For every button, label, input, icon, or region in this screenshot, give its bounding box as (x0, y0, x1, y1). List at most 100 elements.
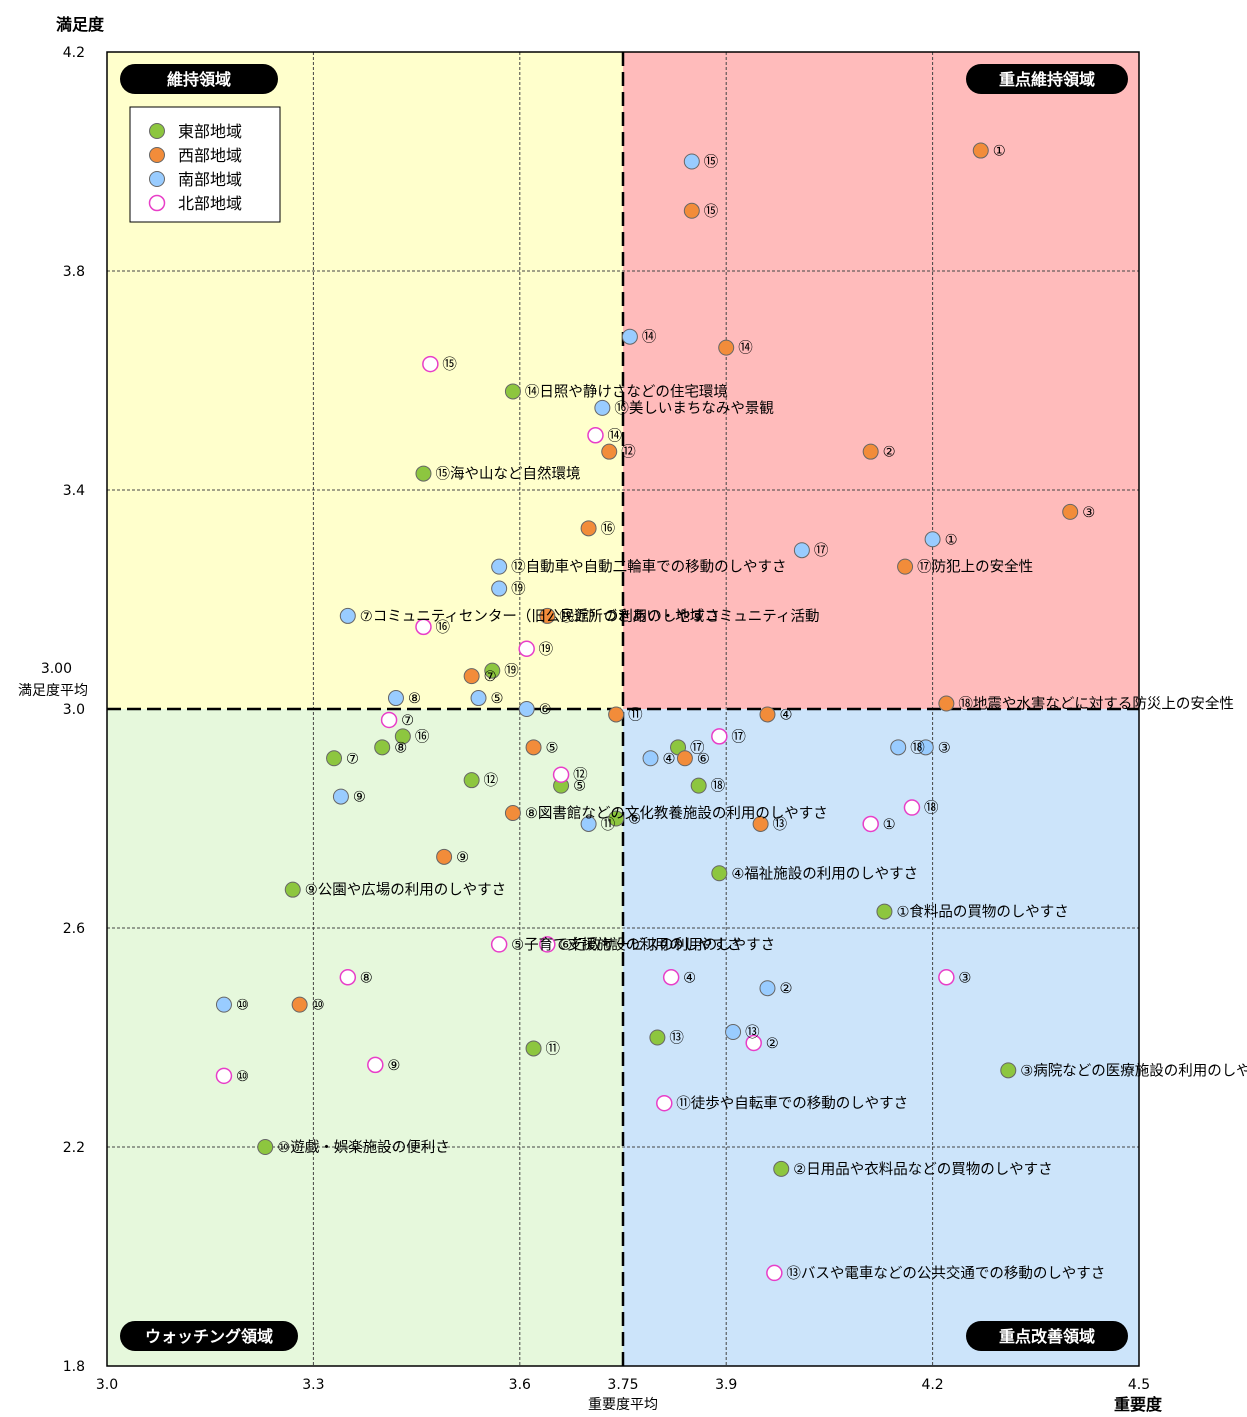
point-label-2-19: ⑲近所づきあい・地域コミュニティ活動 (559, 608, 819, 625)
point-4-18 (903, 799, 921, 816)
point-label-1-18: ⑱ (711, 778, 726, 795)
point-label-3-16: ⑯美しいまちなみや景観 (614, 400, 774, 417)
point-4-11 (656, 1094, 673, 1112)
quadrant-label-watching-pill (120, 1321, 298, 1351)
quadrant-label-watching: ウォッチング領域 (145, 1327, 273, 1346)
point-2-11 (608, 706, 625, 723)
legend-marker-1 (149, 123, 165, 139)
x-tick-label: 3.75 (607, 1377, 638, 1393)
y-average-tick-label: 3.00 (41, 661, 72, 677)
point-label-1-8: ⑧ (394, 740, 407, 756)
y-tick-label: 3.0 (63, 702, 85, 718)
point-label-2-6: ⑥ (697, 751, 710, 767)
point-label-3-6: ⑥ (539, 702, 552, 718)
point-2-19 (539, 607, 556, 624)
point-label-3-9: ⑨ (353, 790, 366, 806)
point-2-2 (862, 443, 879, 460)
legend-marker-2 (149, 147, 165, 163)
point-1-9 (284, 881, 301, 898)
point-label-2-7: ⑦ (484, 669, 497, 685)
point-3-7 (339, 607, 356, 624)
quadrant-bottom-right (623, 709, 1139, 1366)
point-label-2-16: ⑯ (601, 520, 616, 537)
point-label-1-14: ⑭日照や静けさなどの住宅環境 (525, 382, 728, 400)
point-label-4-7: ⑦ (401, 713, 414, 729)
point-label-2-15: ⑮ (704, 203, 719, 220)
x-average-label: 重要度平均 (588, 1397, 658, 1413)
point-label-1-11: ⑪ (546, 1040, 561, 1057)
legend-marker-3 (149, 171, 165, 187)
point-label-3-2: ② (779, 981, 792, 997)
quadrant-top-right (623, 52, 1139, 709)
point-label-2-18: ⑱地震や水害などに対する防災上の安全性 (958, 695, 1234, 713)
point-3-18 (890, 739, 907, 756)
point-label-3-4: ④ (663, 751, 676, 767)
x-axis-title: 重要度 (1114, 1395, 1163, 1414)
point-label-4-3: ③ (958, 970, 971, 986)
quadrant-bottom-left (107, 709, 623, 1366)
point-label-2-5: ⑤ (546, 740, 559, 756)
point-label-1-5: ⑤ (573, 779, 586, 795)
point-label-3-13: ⑬ (745, 1024, 760, 1041)
point-3-19 (491, 580, 508, 597)
x-tick-label: 3.6 (509, 1377, 531, 1393)
point-2-3 (1062, 503, 1079, 520)
point-3-6 (518, 701, 535, 717)
point-label-4-1: ① (883, 817, 896, 833)
point-1-16 (394, 728, 411, 745)
point-label-2-4: ④ (779, 707, 792, 723)
point-label-4-16: ⑯ (435, 619, 450, 636)
point-1-14 (504, 383, 521, 400)
point-label-4-13: ⑬バスや電車などの公共交通での移動のしやすさ (786, 1264, 1105, 1282)
point-3-13 (725, 1024, 742, 1041)
point-4-17 (711, 728, 728, 745)
point-4-3 (938, 969, 955, 986)
y-tick-label: 3.8 (63, 264, 85, 280)
point-label-2-10: ⑩ (312, 998, 325, 1014)
point-2-18 (938, 695, 955, 712)
point-label-3-7: ⑦コミュニティセンター（旧公民館）の利用のしやすさ (360, 608, 720, 625)
point-label-1-9: ⑨公園や広場の利用のしやすさ (305, 882, 506, 899)
point-label-3-18: ⑱ (910, 739, 925, 756)
point-2-1 (972, 142, 989, 159)
point-1-15 (415, 465, 432, 482)
point-label-4-12: ⑫ (573, 767, 588, 784)
point-label-2-1: ① (993, 144, 1006, 160)
point-label-3-11: ⑪ (601, 816, 616, 833)
point-4-4 (662, 969, 680, 986)
point-label-1-10: ⑩遊戯・娯楽施設の便利さ (277, 1139, 450, 1156)
point-1-18 (690, 777, 707, 794)
point-label-3-8: ⑧ (408, 691, 421, 707)
point-2-7 (463, 668, 480, 685)
point-label-3-17: ⑰ (814, 542, 829, 559)
point-label-3-10: ⑩ (236, 998, 249, 1014)
point-4-8 (339, 969, 357, 986)
point-label-3-14: ⑭ (642, 329, 657, 346)
point-label-4-15: ⑮ (442, 356, 457, 373)
quadrant-label-priority-improve: 重点改善領域 (999, 1327, 1095, 1346)
point-label-2-17: ⑰防犯上の安全性 (917, 558, 1033, 576)
point-3-15 (683, 153, 700, 170)
point-label-3-5: ⑤ (491, 691, 504, 707)
point-2-6 (676, 750, 693, 767)
point-4-2 (745, 1034, 762, 1052)
y-average-label: 満足度平均 (18, 683, 88, 699)
point-4-1 (862, 815, 879, 833)
point-1-6 (608, 810, 625, 827)
quadrant-label-priority-improve-pill (966, 1321, 1128, 1351)
y-axis-title: 満足度 (56, 15, 105, 34)
point-4-7 (380, 711, 398, 729)
point-label-3-12: ⑫自動車や自動二輪車での移動のしやすさ (511, 559, 786, 576)
point-2-9 (436, 848, 453, 865)
y-tick-label: 2.2 (63, 1140, 85, 1156)
point-label-4-4: ④ (683, 970, 696, 986)
point-3-10 (215, 996, 232, 1013)
x-tick-label: 4.5 (1128, 1377, 1150, 1393)
point-3-8 (387, 690, 404, 707)
quadrant-label-maintain: 維持領域 (167, 70, 231, 89)
point-2-12 (601, 443, 618, 460)
point-1-10 (257, 1139, 274, 1155)
point-label-4-19: ⑲ (539, 641, 554, 658)
y-tick-label: 4.2 (63, 45, 85, 61)
quadrant-label-priority-maintain-pill (966, 64, 1128, 94)
